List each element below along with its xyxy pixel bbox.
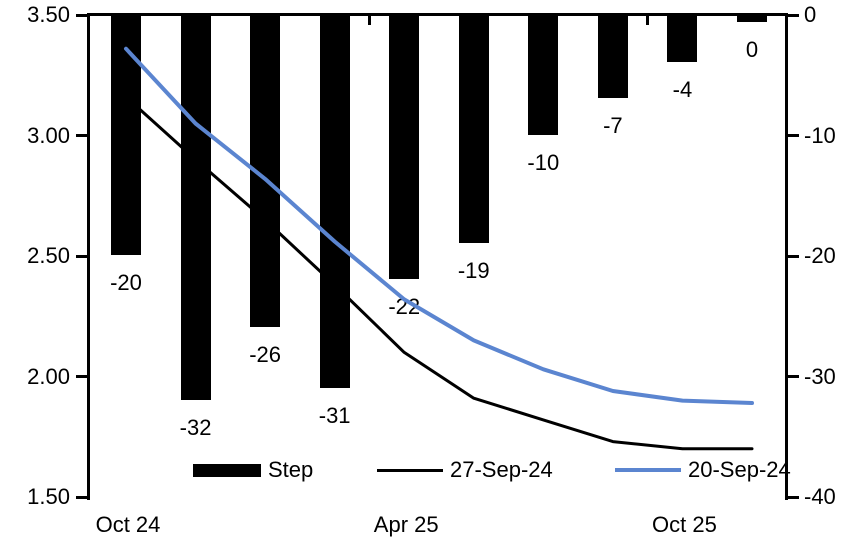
right-axis-tick-label: -30 bbox=[804, 363, 836, 389]
step-bar bbox=[597, 14, 628, 99]
step-bar bbox=[528, 14, 559, 135]
step-bar-swatch bbox=[193, 463, 261, 477]
left-axis-tick-label: 3.00 bbox=[27, 122, 70, 148]
right-axis-tick bbox=[787, 134, 799, 137]
right-axis-tick bbox=[787, 495, 799, 499]
top-axis-line bbox=[87, 13, 788, 16]
right-axis-tick bbox=[787, 254, 799, 258]
line-27-sep-24 bbox=[124, 95, 754, 451]
step-bar-data-label: -7 bbox=[603, 113, 623, 139]
right-axis-line bbox=[785, 13, 788, 500]
step-bar bbox=[737, 14, 767, 22]
legend-label-20-sep-24: 20-Sep-24 bbox=[688, 457, 791, 482]
step-bar bbox=[111, 14, 141, 255]
step-bar bbox=[458, 14, 489, 243]
left-axis-tick-label: 3.50 bbox=[27, 2, 70, 27]
legend-label-step: Step bbox=[268, 457, 314, 482]
right-axis-tick-label: 0 bbox=[804, 2, 817, 27]
right-axis-tick-label: -10 bbox=[804, 122, 836, 148]
step-bar-data-label: -10 bbox=[527, 149, 560, 175]
step-bar bbox=[389, 14, 420, 280]
left-axis-tick-label: 1.50 bbox=[27, 484, 70, 509]
step-bar-data-label: -20 bbox=[110, 270, 142, 295]
x-axis-label: Oct 25 bbox=[652, 512, 717, 537]
right-axis-tick-label: -20 bbox=[804, 243, 836, 268]
left-axis-tick-label: 2.00 bbox=[27, 363, 70, 389]
step-bar-data-label: -31 bbox=[318, 402, 351, 428]
x-axis-label: Apr 25 bbox=[373, 512, 439, 537]
step-bar-data-label: -19 bbox=[457, 257, 490, 283]
legend-item-step: Step bbox=[193, 457, 314, 482]
legend-item-20-sep-24: 20-Sep-24 bbox=[615, 457, 791, 482]
right-axis-tick bbox=[787, 375, 799, 378]
step-bar-data-label: -4 bbox=[672, 77, 693, 103]
27-sep-24-line-swatch bbox=[377, 468, 443, 472]
step-bar-data-label: 0 bbox=[745, 37, 759, 62]
legend-item-27-sep-24: 27-Sep-24 bbox=[377, 457, 553, 482]
step-bar-data-label: -32 bbox=[179, 414, 212, 440]
left-axis-tick bbox=[76, 254, 88, 258]
left-axis-tick-label: 2.50 bbox=[27, 243, 70, 268]
right-axis-tick-label: -40 bbox=[804, 484, 836, 509]
left-axis-tick bbox=[76, 495, 88, 499]
category-axis-tick bbox=[646, 15, 650, 25]
step-bar bbox=[667, 14, 698, 63]
left-axis-tick bbox=[76, 134, 88, 137]
left-axis-tick bbox=[76, 13, 88, 17]
line-20-sep-24 bbox=[124, 46, 754, 405]
step-bar-data-label: -26 bbox=[249, 342, 281, 368]
category-axis-tick bbox=[367, 15, 371, 25]
left-axis-tick bbox=[76, 375, 88, 378]
20-sep-24-line-swatch bbox=[615, 468, 681, 472]
left-axis-line bbox=[87, 13, 90, 500]
x-axis-label: Oct 24 bbox=[95, 512, 161, 537]
step-bar bbox=[319, 14, 350, 388]
legend-label-27-sep-24: 27-Sep-24 bbox=[450, 457, 553, 482]
step-bar bbox=[180, 14, 211, 400]
right-axis-tick bbox=[787, 13, 799, 17]
